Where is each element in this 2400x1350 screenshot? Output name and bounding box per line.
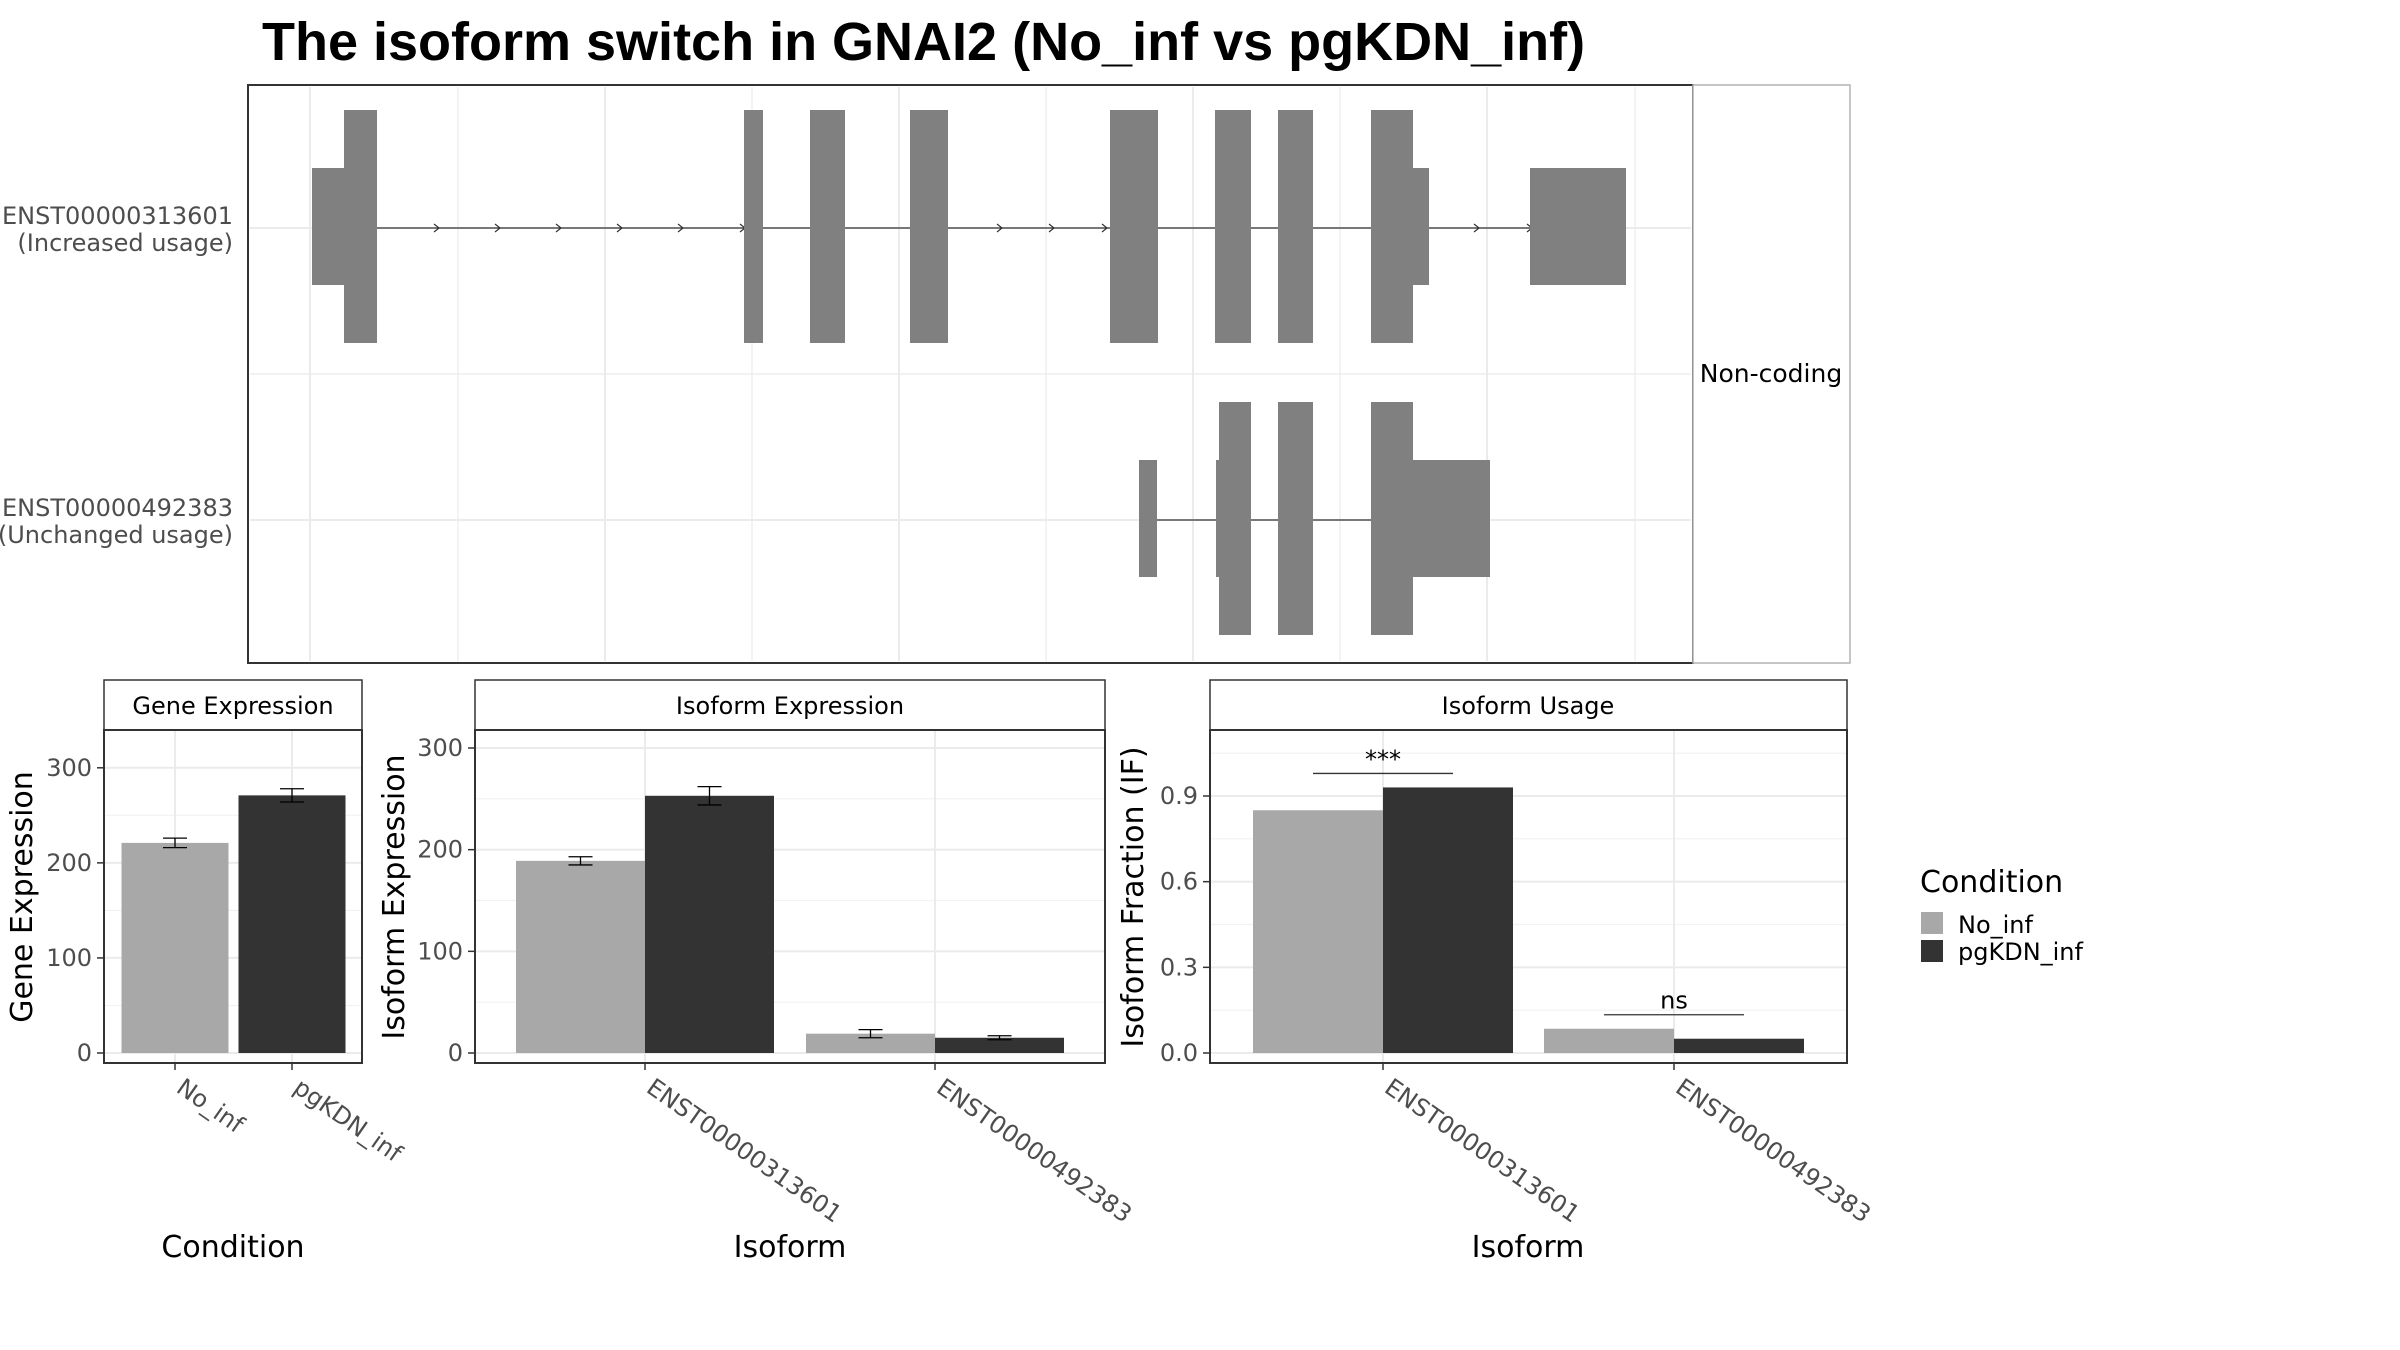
gene-expression-title: Gene Expression <box>132 692 333 720</box>
exon-block <box>1413 168 1429 285</box>
isoform-1-name: ENST00000313601 <box>2 202 233 230</box>
gene-structure-exons <box>312 110 1626 635</box>
y-tick-label: 0.9 <box>1160 782 1198 810</box>
intron-direction-arrow <box>555 223 562 233</box>
isoform-expression-title: Isoform Expression <box>676 692 904 720</box>
isoform-usage-title: Isoform Usage <box>1442 692 1615 720</box>
gene-expression-x-axis-label: Condition <box>161 1230 304 1265</box>
x-tick-label: ENST00000313601 <box>1380 1073 1585 1228</box>
legend-label-pgkdn-inf: pgKDN_inf <box>1958 938 2084 966</box>
bar <box>516 860 645 1053</box>
bar <box>1253 810 1383 1053</box>
y-tick-label: 0.3 <box>1160 953 1198 981</box>
exon-block <box>744 110 763 343</box>
exon-block <box>1219 402 1251 635</box>
gene-structure-panel: Non-coding ENST00000313601 (Increased us… <box>0 84 1851 664</box>
y-tick-label: 0.0 <box>1160 1039 1198 1067</box>
isoform-2-name: ENST00000492383 <box>2 494 233 522</box>
x-tick-label: pgKDN_inf <box>289 1073 408 1168</box>
exon-block <box>1216 460 1221 577</box>
isoform-usage-y-axis-label: Isoform Fraction (IF) <box>1116 746 1151 1047</box>
legend-swatch-no-inf <box>1921 912 1943 934</box>
x-tick-label: ENST00000492383 <box>932 1073 1137 1228</box>
intron-direction-arrow <box>616 223 623 233</box>
bar <box>238 795 346 1053</box>
intron-direction-arrow <box>1101 223 1108 233</box>
y-tick-label: 0 <box>448 1039 463 1067</box>
gene-expression-panel: Gene Expression 0 100 200 300 No_inf pgKDN_in… <box>5 679 408 1265</box>
figure-title: The isoform switch in GNAI2 (No_inf vs p… <box>262 12 1585 72</box>
intron-direction-arrow <box>433 223 440 233</box>
bar <box>645 795 774 1053</box>
isoform-expression-y-axis-label: Isoform Expression <box>377 754 412 1039</box>
intron-direction-arrow <box>1473 223 1480 233</box>
bar <box>935 1037 1064 1053</box>
exon-block <box>1139 460 1157 577</box>
y-tick-label: 100 <box>46 944 92 972</box>
isoform-usage-panel: Isoform Usage 0.0 0.3 0.6 0.9 ENST0000031360… <box>1116 679 1876 1265</box>
isoform-usage-strip <box>1209 679 1848 731</box>
strip-label-non-coding: Non-coding <box>1700 359 1842 388</box>
y-tick-label: 0 <box>77 1039 92 1067</box>
legend-title: Condition <box>1920 865 2063 900</box>
significance-label: ns <box>1660 987 1688 1015</box>
legend-swatch-pgkdn-inf <box>1921 940 1943 962</box>
isoform-2-usage: (Unchanged usage) <box>0 521 233 549</box>
exon-block <box>1413 460 1490 577</box>
strip-background <box>1692 84 1851 664</box>
gene-expression-strip <box>103 679 363 731</box>
isoform-1-usage: (Increased usage) <box>17 229 233 257</box>
bar <box>121 842 229 1053</box>
y-tick-label: 0.6 <box>1160 868 1198 896</box>
exon-block <box>1371 402 1413 635</box>
y-tick-label: 100 <box>417 937 463 965</box>
x-tick-label: ENST00000492383 <box>1671 1073 1876 1228</box>
exon-block <box>1371 110 1413 343</box>
intron-direction-arrow <box>996 223 1003 233</box>
exon-block <box>810 110 845 343</box>
exon-block <box>1215 110 1251 343</box>
isoform-usage-x-axis-label: Isoform <box>1472 1230 1585 1265</box>
bar <box>1383 787 1513 1053</box>
bar <box>1544 1028 1674 1053</box>
x-tick-label: No_inf <box>172 1073 250 1139</box>
isoform-expression-x-axis-label: Isoform <box>734 1230 847 1265</box>
y-tick-label: 200 <box>46 849 92 877</box>
x-tick-label: ENST00000313601 <box>642 1073 847 1228</box>
exon-block <box>1530 168 1626 285</box>
exon-block <box>1278 402 1313 635</box>
exon-block <box>910 110 948 343</box>
bar <box>1674 1038 1804 1053</box>
isoform-expression-strip <box>474 679 1106 731</box>
intron-direction-arrow <box>494 223 501 233</box>
intron-direction-arrow <box>677 223 684 233</box>
bar <box>806 1033 935 1053</box>
exon-block <box>312 168 344 285</box>
intron-direction-arrow <box>1048 223 1055 233</box>
isoform-expression-panel: Isoform Expression 0 100 200 300 ENST0000031… <box>377 679 1137 1265</box>
exon-block <box>1110 110 1158 343</box>
exon-block <box>344 110 377 343</box>
exon-block <box>1278 110 1313 343</box>
y-tick-label: 200 <box>417 836 463 864</box>
significance-label: *** <box>1365 745 1401 773</box>
y-tick-label: 300 <box>417 734 463 762</box>
legend-label-no-inf: No_inf <box>1958 911 2034 939</box>
y-tick-label: 300 <box>46 754 92 782</box>
gene-expression-y-axis-label: Gene Expression <box>5 771 40 1023</box>
legend: Condition No_inf pgKDN_inf <box>1920 865 2084 966</box>
